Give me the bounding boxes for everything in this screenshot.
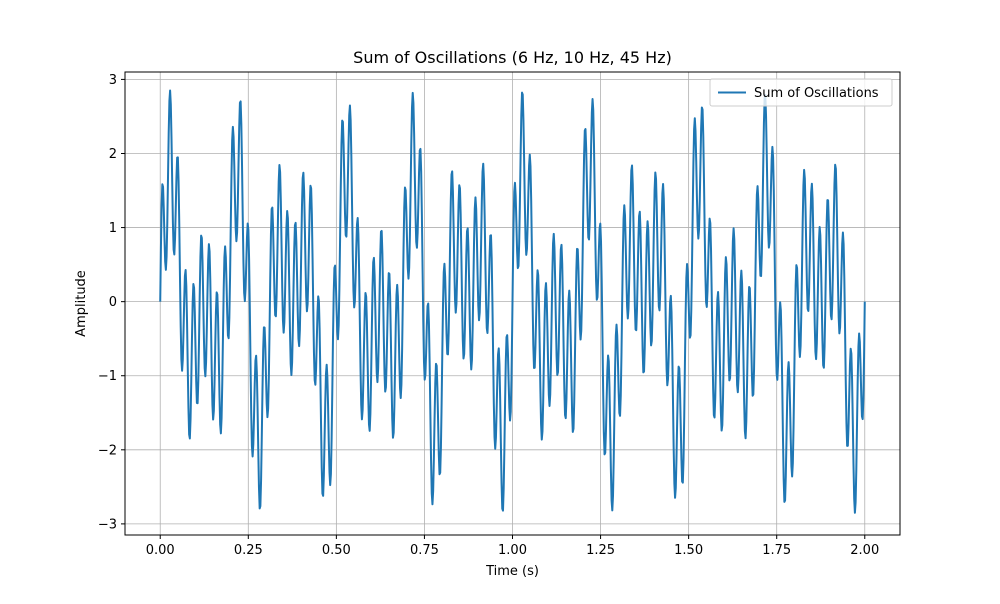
legend-box [709, 78, 893, 107]
x-tick-label: 0.75 [410, 543, 439, 558]
x-tick-label: 1.75 [762, 543, 791, 558]
y-tick-label: −2 [98, 443, 117, 458]
x-tick-label: 2.00 [850, 543, 879, 558]
plot-area [159, 89, 866, 514]
y-tick-label: 3 [109, 73, 117, 88]
x-tick-label: 0.00 [146, 543, 175, 558]
y-axis-ticks: −3 −2 −1 0 1 2 3 [98, 73, 125, 532]
x-tick-label: 0.50 [322, 543, 351, 558]
y-tick-label: −1 [98, 369, 117, 384]
x-axis-label: Time (s) [485, 564, 539, 579]
x-tick-label: 0.25 [234, 543, 263, 558]
series-line [159, 89, 866, 514]
legend-label: Sum of Oscillations [754, 86, 879, 101]
x-tick-label: 1.00 [498, 543, 527, 558]
x-tick-label: 1.50 [674, 543, 703, 558]
y-axis-label: Amplitude [74, 270, 89, 337]
y-tick-label: −3 [98, 517, 117, 532]
x-axis-ticks: 0.00 0.25 0.50 0.75 1.00 1.25 1.50 1.75 2.00 [146, 535, 879, 558]
y-tick-label: 2 [109, 147, 117, 162]
legend: Sum of Oscillations [709, 78, 893, 107]
chart-title: Sum of Oscillations (6 Hz, 10 Hz, 45 Hz) [353, 48, 672, 67]
x-tick-label: 1.25 [586, 543, 615, 558]
grid [125, 72, 900, 535]
y-tick-label: 1 [109, 221, 117, 236]
y-tick-label: 0 [109, 295, 117, 310]
